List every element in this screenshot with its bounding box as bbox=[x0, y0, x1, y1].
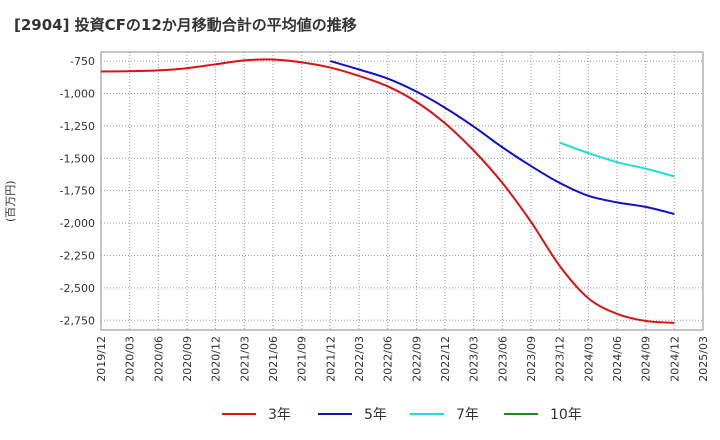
grid-layer bbox=[100, 51, 704, 331]
x-tick-label: 2020/03 bbox=[124, 336, 137, 382]
legend-label: 5年 bbox=[364, 407, 387, 423]
x-tick-label: 2020/06 bbox=[152, 336, 165, 382]
x-tick-label: 2023/03 bbox=[468, 336, 481, 382]
legend-swatch bbox=[504, 413, 538, 415]
chart-title: [2904] 投資CFの12か月移動合計の平均値の推移 bbox=[14, 16, 357, 34]
series-layer bbox=[100, 58, 675, 324]
legend-label: 3年 bbox=[268, 407, 291, 423]
x-tick-label: 2022/12 bbox=[439, 336, 452, 382]
x-tick-label: 2024/06 bbox=[611, 336, 624, 382]
legend-item: 7年 bbox=[410, 402, 479, 426]
legend-swatch bbox=[222, 413, 256, 415]
x-tick-label: 2023/12 bbox=[554, 336, 567, 382]
series-line-0 bbox=[100, 58, 675, 324]
y-tick-label: -1,250 bbox=[60, 120, 95, 133]
legend-item: 3年 bbox=[222, 402, 291, 426]
x-tick-label: 2021/09 bbox=[296, 336, 309, 382]
legend-swatch bbox=[318, 413, 352, 415]
series-line-1 bbox=[330, 60, 675, 215]
x-tick-label: 2021/03 bbox=[238, 336, 251, 382]
y-tick-label: -2,250 bbox=[60, 249, 95, 262]
y-tick-label: -1,000 bbox=[60, 87, 95, 100]
axis-layer: -750 -1,000 -1,250 -1,500 -1,750 -2,000 -2,250… bbox=[60, 55, 710, 382]
legend-item: 5年 bbox=[318, 402, 387, 426]
legend: 3年 5年 7年 10年 bbox=[0, 402, 720, 426]
y-tick-label: -2,500 bbox=[60, 282, 95, 295]
legend-swatch bbox=[410, 413, 444, 415]
y-tick-label: -2,000 bbox=[60, 217, 95, 230]
y-tick-label: -2,750 bbox=[60, 314, 95, 327]
x-tick-label: 2025/03 bbox=[697, 336, 710, 382]
x-tick-label: 2023/09 bbox=[525, 336, 538, 382]
legend-label: 7年 bbox=[456, 407, 479, 423]
line-chart: -750 -1,000 -1,250 -1,500 -1,750 -2,000 -2,250… bbox=[60, 51, 710, 382]
x-tick-label: 2022/09 bbox=[410, 336, 423, 382]
x-tick-label: 2020/12 bbox=[210, 336, 223, 382]
x-tick-label: 2024/09 bbox=[640, 336, 653, 382]
x-tick-label: 2024/12 bbox=[668, 336, 681, 382]
series-line-2 bbox=[559, 141, 675, 178]
x-tick-label: 2019/12 bbox=[95, 336, 108, 382]
legend-label: 10年 bbox=[550, 407, 582, 423]
x-tick-label: 2021/12 bbox=[324, 336, 337, 382]
legend-item: 10年 bbox=[504, 402, 582, 426]
y-tick-label: -750 bbox=[70, 55, 95, 68]
x-tick-label: 2024/03 bbox=[582, 336, 595, 382]
x-tick-label: 2022/06 bbox=[382, 336, 395, 382]
x-tick-label: 2022/03 bbox=[353, 336, 366, 382]
x-tick-label: 2020/09 bbox=[181, 336, 194, 382]
x-tick-label: 2021/06 bbox=[267, 336, 280, 382]
x-tick-label: 2023/06 bbox=[496, 336, 509, 382]
y-tick-label: -1,750 bbox=[60, 185, 95, 198]
y-tick-label: -1,500 bbox=[60, 152, 95, 165]
